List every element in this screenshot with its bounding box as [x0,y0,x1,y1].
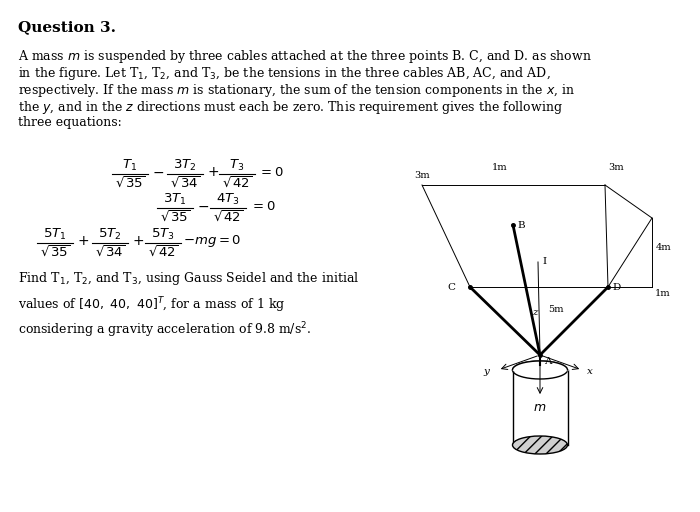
Text: 1m: 1m [492,163,508,173]
Text: $3T_2$: $3T_2$ [174,158,197,173]
Text: $\sqrt{42}$: $\sqrt{42}$ [148,244,178,260]
Text: 3m: 3m [414,170,430,180]
Text: in the figure. Let T$_1$, T$_2$, and T$_3$, be the tensions in the three cables : in the figure. Let T$_1$, T$_2$, and T$_… [18,65,551,82]
Text: 4m: 4m [656,244,671,252]
Text: $- mg = 0$: $- mg = 0$ [183,233,242,249]
Text: $\sqrt{42}$: $\sqrt{42}$ [222,176,252,190]
Text: considering a gravity acceleration of 9.8 m/s$^2$.: considering a gravity acceleration of 9.… [18,320,312,339]
Text: A: A [544,357,552,366]
Text: Find T$_1$, T$_2$, and T$_3$, using Gauss Seidel and the initial: Find T$_1$, T$_2$, and T$_3$, using Gaus… [18,270,359,287]
Text: $5T_3$: $5T_3$ [151,226,175,242]
Text: values of $[40,\ 40,\ 40]^T$, for a mass of 1 kg: values of $[40,\ 40,\ 40]^T$, for a mass… [18,295,286,314]
Text: $-$: $-$ [152,165,164,179]
Text: 3m: 3m [608,163,624,173]
Text: B: B [517,221,524,229]
Text: $\sqrt{35}$: $\sqrt{35}$ [115,176,146,190]
Text: 1m: 1m [655,288,671,297]
Text: $= 0$: $= 0$ [250,200,276,212]
Text: $T_3$: $T_3$ [230,158,244,173]
Text: $5T_2$: $5T_2$ [98,226,122,242]
Text: the $y$, and in the $z$ directions must each be zero. This requirement gives the: the $y$, and in the $z$ directions must … [18,99,563,116]
Text: z: z [532,308,538,317]
Text: $T_1$: $T_1$ [122,158,137,173]
Text: x: x [587,368,593,376]
Ellipse shape [512,436,568,454]
Text: $\sqrt{34}$: $\sqrt{34}$ [169,176,200,190]
Text: A mass $m$ is suspended by three cables attached at the three points B. C, and D: A mass $m$ is suspended by three cables … [18,48,592,65]
Text: D: D [612,283,620,291]
Text: $\sqrt{34}$: $\sqrt{34}$ [94,244,125,260]
Text: respectively. If the mass $m$ is stationary, the sum of the tension components i: respectively. If the mass $m$ is station… [18,82,575,99]
Text: C: C [447,283,455,291]
Text: $+$: $+$ [207,165,219,179]
Text: y: y [483,368,489,376]
Text: $3T_1$: $3T_1$ [163,191,187,206]
Text: $4T_3$: $4T_3$ [216,191,240,206]
Text: $\sqrt{35}$: $\sqrt{35}$ [40,244,70,260]
Text: I: I [542,258,546,267]
Text: $\sqrt{35}$: $\sqrt{35}$ [160,209,190,225]
Text: three equations:: three equations: [18,116,122,129]
Text: $+$: $+$ [132,234,144,248]
Text: 5m: 5m [548,306,564,314]
Text: $+$: $+$ [77,234,89,248]
Text: Question 3.: Question 3. [18,20,116,34]
Text: $5T_1$: $5T_1$ [43,226,66,242]
Text: $= 0$: $= 0$ [258,165,284,179]
Text: $\sqrt{42}$: $\sqrt{42}$ [213,209,244,225]
Text: $m$: $m$ [533,401,547,414]
Text: $-$: $-$ [197,199,209,213]
